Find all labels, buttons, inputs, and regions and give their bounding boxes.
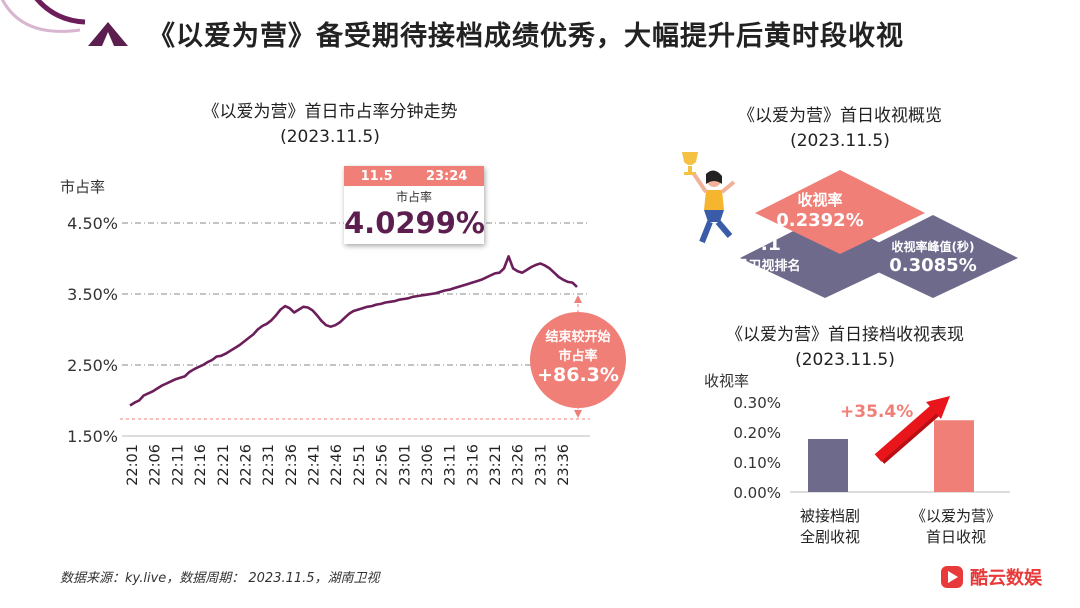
line-chart-title: 《以爱为营》首日市占率分钟走势 (2023.11.5) — [130, 100, 530, 150]
bar-y-tick-label: 0.00% — [733, 484, 781, 502]
bar-chart-title: 《以爱为营》首日接档收视表现 (2023.11.5) — [700, 323, 990, 373]
bar-growth-label: +35.4% — [840, 402, 914, 422]
rating-label: 收视率 — [797, 191, 843, 209]
bar-y-tick-label: 0.30% — [733, 394, 781, 412]
line-chart-title-line2: (2023.11.5) — [280, 127, 380, 147]
x-tick-label: 23:26 — [511, 444, 527, 486]
growth-value: +86.3% — [537, 364, 619, 386]
x-tick-label: 22:41 — [307, 444, 323, 486]
x-tick-label: 22:06 — [148, 444, 164, 486]
bar-chart-title-line2: (2023.11.5) — [795, 350, 895, 370]
x-tick-label: 23:21 — [488, 444, 504, 486]
rank-value: NO.1 — [728, 233, 782, 255]
rating-diamond — [755, 170, 925, 254]
overview-title-line1: 《以爱为营》首日收视概览 — [738, 106, 942, 126]
brand-play-icon — [941, 566, 963, 588]
bar-y-tick-label: 0.10% — [733, 454, 781, 472]
tent-icon — [88, 22, 128, 46]
x-tick-label: 22:56 — [375, 444, 391, 486]
line-chart-title-line1: 《以爱为营》首日市占率分钟走势 — [202, 102, 458, 122]
bar-y-tick-label: 0.20% — [733, 424, 781, 442]
page-title: 《以爱为营》备受期待接档成绩优秀，大幅提升后黄时段收视 — [148, 21, 904, 52]
trophy-person-icon — [682, 152, 736, 244]
peak-callout: 11.5 23:24 市占率 4.0299% — [344, 166, 485, 244]
data-source: 数据来源：ky.live，数据周期： 2023.11.5，湖南卫视 — [60, 571, 380, 586]
rank-label: 同时段卫视排名 — [709, 259, 801, 274]
rank-diamond — [740, 215, 910, 298]
growth-label-line2: 市占率 — [558, 349, 598, 364]
peak-value: 0.3085% — [889, 255, 977, 276]
brand-logo: 酷云数娱 — [940, 564, 1042, 590]
rating-box: 收视率 0.2392% — [745, 189, 895, 231]
x-tick-label: 22:16 — [193, 444, 209, 486]
arrow-down-icon — [574, 410, 582, 418]
growth-label-line1: 结束较开始 — [545, 330, 611, 345]
corner-decoration — [0, 0, 86, 33]
bar-category-1-line1: 被接档剧 — [799, 507, 860, 525]
x-tick-label: 22:51 — [352, 444, 368, 486]
overview-diamonds — [682, 152, 1018, 298]
growth-badge: 结束较开始 市占率 +86.3% — [530, 312, 626, 408]
bar-chart: 0.00% 0.10% 0.20% 0.30% — [733, 394, 1010, 502]
x-tick-label: 22:26 — [238, 444, 254, 486]
bar — [934, 420, 974, 492]
y-tick-label: 4.50% — [67, 214, 118, 233]
x-tick-label: 22:21 — [216, 444, 232, 486]
x-tick-label: 23:16 — [465, 444, 481, 486]
overview-title-line2: (2023.11.5) — [790, 131, 890, 151]
x-tick-label: 22:01 — [125, 444, 141, 486]
x-tick-label: 22:11 — [170, 444, 186, 486]
peak-label: 收视率峰值(秒) — [891, 240, 975, 254]
brand-name: 酷云数娱 — [970, 568, 1042, 589]
growth-arrow-icon — [874, 396, 950, 464]
y-tick-label: 2.50% — [67, 356, 118, 375]
bar-category-2-line1: 《以爱为营》 — [910, 507, 1001, 525]
y-tick-label: 3.50% — [67, 285, 118, 304]
arrow-up-icon — [574, 295, 582, 303]
x-tick-label: 22:36 — [284, 444, 300, 486]
bar-category-1-line2: 全剧收视 — [799, 528, 860, 546]
x-tick-label: 22:31 — [261, 444, 277, 486]
bar-chart-ylabel: 收视率 — [704, 372, 750, 390]
overview-title: 《以爱为营》首日收视概览 (2023.11.5) — [700, 104, 980, 154]
bar — [808, 438, 848, 492]
y-tick-label: 1.50% — [67, 427, 118, 446]
peak-diamond — [848, 215, 1018, 298]
bar-category-2-line2: 首日收视 — [925, 528, 986, 546]
x-tick-label: 23:01 — [397, 444, 413, 486]
x-tick-label: 23:36 — [556, 444, 572, 486]
bar-chart-title-line1: 《以爱为营》首日接档收视表现 — [726, 325, 964, 345]
x-tick-label: 22:46 — [329, 444, 345, 486]
bar-category-2: 《以爱为营》 首日收视 — [896, 506, 1016, 548]
x-tick-label: 23:31 — [533, 444, 549, 486]
line-chart-ylabel: 市占率 — [60, 178, 106, 196]
peak-box: 收视率峰值(秒) 0.3085% — [866, 238, 1000, 276]
callout-time: 23:24 — [425, 168, 468, 184]
rank-box: NO.1 同时段卫视排名 — [690, 233, 820, 274]
bar-category-1: 被接档剧 全剧收视 — [780, 506, 880, 548]
callout-label: 市占率 — [395, 190, 432, 204]
x-tick-label: 23:06 — [420, 444, 436, 486]
callout-value: 4.0299% — [344, 206, 485, 240]
callout-date: 11.5 — [360, 168, 393, 184]
x-tick-label: 23:11 — [443, 444, 459, 486]
line-series — [129, 255, 578, 407]
rating-value: 0.2392% — [776, 210, 864, 231]
